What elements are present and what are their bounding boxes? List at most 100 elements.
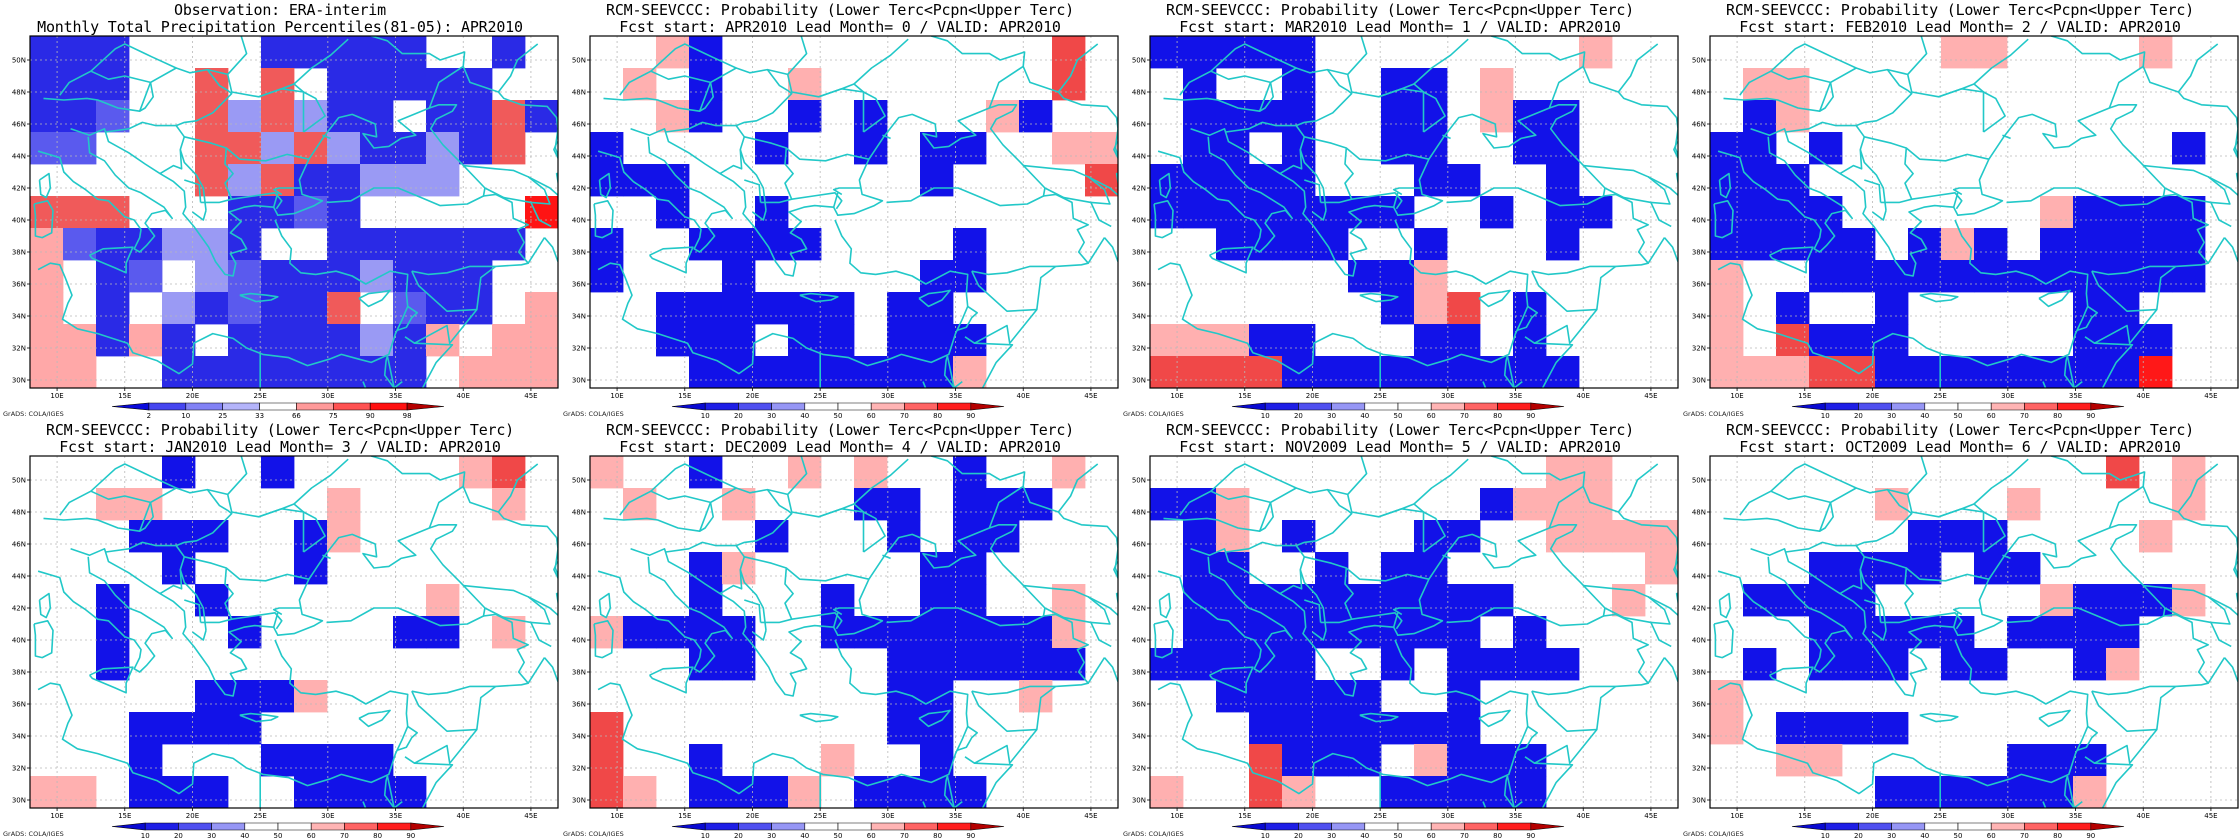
- grid-cell: [920, 744, 954, 777]
- grid-cell: [426, 584, 460, 617]
- grid-cell: [1315, 584, 1349, 617]
- coastline-path: [1158, 172, 1172, 199]
- coastline-path: [175, 489, 233, 547]
- colorbar-label: 30: [1887, 832, 1896, 840]
- coastline-path: [752, 210, 767, 221]
- coastline-path: [322, 554, 331, 560]
- lon-tick-label: 35E: [1509, 812, 1522, 820]
- coastline-path: [832, 607, 861, 616]
- grid-cell: [1249, 648, 1283, 681]
- coastline-path: [2066, 775, 2075, 808]
- lat-tick-label: 36N: [1132, 281, 1146, 289]
- coastline-path: [2050, 456, 2146, 529]
- coastline-path: [2207, 237, 2226, 264]
- grid-cell: [2007, 488, 2041, 521]
- coastline-path: [593, 620, 614, 659]
- grid-cell: [722, 228, 756, 261]
- coastline-path: [1855, 69, 1913, 127]
- lat-tick-label: 40N: [572, 217, 586, 225]
- grid-cell: [459, 260, 493, 293]
- coastline-path: [648, 666, 694, 694]
- grid-cell: [393, 36, 427, 69]
- colorbar-label: 60: [307, 832, 316, 840]
- grid-cell: [1941, 36, 1975, 69]
- grid-cell: [1941, 616, 1975, 649]
- coastline-path: [293, 38, 349, 85]
- grid-cell: [1183, 100, 1217, 133]
- grid-cell: [1809, 648, 1843, 681]
- grid-cell: [294, 292, 328, 325]
- grid-cell: [1216, 228, 1250, 261]
- lon-tick-label: 15E: [678, 812, 691, 820]
- coastline-path: [1717, 639, 2089, 795]
- grid-cell: [525, 196, 559, 229]
- lat-tick-label: 36N: [1692, 281, 1706, 289]
- grid-cell: [920, 164, 954, 197]
- lat-tick-label: 38N: [572, 249, 586, 257]
- grid-cell: [1249, 228, 1283, 261]
- lon-tick-label: 35E: [949, 812, 962, 820]
- grid-cell: [755, 356, 789, 389]
- coastline-path: [1179, 490, 1271, 516]
- grid-cell: [1216, 488, 1250, 521]
- colorbar-segment: [1464, 402, 1498, 411]
- grid-cell: [96, 260, 130, 293]
- coastline-path: [1952, 612, 1959, 628]
- grid-cell: [96, 616, 130, 649]
- coastline-path: [1279, 569, 1303, 595]
- coastline-path: [943, 775, 955, 808]
- grid-cell: [1348, 616, 1382, 649]
- map-svg: 50N 48N 46N 44N 42N 40N 38N 36N 34N 32N 30N 10E 15E 2…: [1132, 35, 1679, 420]
- map-frame: [29, 455, 559, 809]
- coastline-path: [593, 200, 614, 239]
- grid-cell: [1974, 36, 2008, 69]
- coastline-path: [918, 709, 951, 728]
- lat-tick-label: 50N: [1132, 477, 1146, 485]
- grid-cell: [1579, 196, 1613, 229]
- grid-cell: [788, 68, 822, 101]
- lon-tick-label: 45E: [2204, 392, 2217, 400]
- grid-cell: [1941, 520, 1975, 553]
- colorbar-segment: [2024, 822, 2058, 831]
- colorbar-segment: [904, 402, 938, 411]
- colorbar-segment: [1231, 402, 1266, 411]
- grid-cell: [1085, 132, 1119, 165]
- grid-cell: [1183, 132, 1217, 165]
- colorbar-label: 10: [1261, 832, 1270, 840]
- coastline-path: [619, 490, 711, 516]
- grid-cell: [1908, 616, 1942, 649]
- coastline-path: [1190, 524, 1606, 697]
- coastline-path: [1208, 666, 1254, 694]
- colorbar-label: 90: [2086, 412, 2095, 420]
- grid-cell: [195, 228, 229, 261]
- lon-tick-label: 25E: [813, 812, 826, 820]
- coastline-path: [1531, 193, 1649, 276]
- colorbar-label: 40: [800, 832, 809, 840]
- grid-cell: [2106, 456, 2140, 489]
- lon-tick-label: 10E: [50, 392, 63, 400]
- lon-tick-label: 35E: [949, 392, 962, 400]
- coastline-path: [258, 88, 305, 132]
- grid-cell: [63, 776, 97, 809]
- colorbar-label: 20: [734, 412, 743, 420]
- colorbar-segment: [296, 402, 334, 411]
- coastline-path: [1179, 70, 1271, 96]
- lat-tick-label: 50N: [1692, 57, 1706, 65]
- lon-tick-label: 35E: [2069, 812, 2082, 820]
- grid-cell: [1381, 356, 1415, 389]
- grid-cell: [1216, 680, 1250, 713]
- lon-labels: 10E 15E 20E 25E 30E 35E 40E 45E: [50, 388, 538, 400]
- lon-tick-label: 25E: [253, 392, 266, 400]
- grid-cell: [294, 260, 328, 293]
- coastline-path: [2142, 486, 2238, 549]
- coastline-path: [497, 463, 539, 513]
- grid-cell: [1974, 228, 2008, 261]
- colorbar-label: 50: [1394, 412, 1403, 420]
- coastline-path: [1647, 596, 1678, 617]
- coastline-path: [1582, 486, 1678, 549]
- grid-cell: [722, 356, 756, 389]
- lon-tick-label: 45E: [524, 812, 537, 820]
- colorbar-label: 98: [403, 412, 412, 420]
- grid-cell: [63, 36, 97, 69]
- coastline-path: [1359, 292, 1399, 303]
